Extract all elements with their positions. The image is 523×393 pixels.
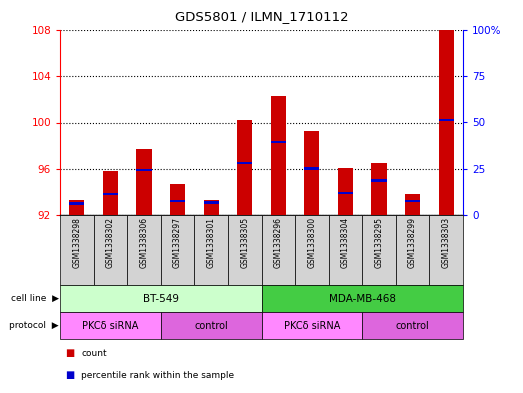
Bar <box>438 119 453 121</box>
Bar <box>371 163 386 215</box>
Bar <box>362 312 463 339</box>
Bar <box>170 200 185 202</box>
Text: GSM1338295: GSM1338295 <box>374 217 383 268</box>
Text: ■: ■ <box>65 349 75 358</box>
Bar <box>103 193 118 195</box>
Text: GSM1338297: GSM1338297 <box>173 217 182 268</box>
Bar <box>304 130 320 215</box>
Text: PKCδ siRNA: PKCδ siRNA <box>82 321 139 331</box>
Text: control: control <box>395 321 429 331</box>
Bar <box>70 200 85 215</box>
Text: GSM1338304: GSM1338304 <box>341 217 350 268</box>
Bar <box>262 312 362 339</box>
Bar <box>161 215 195 285</box>
Bar <box>60 312 161 339</box>
Text: GSM1338302: GSM1338302 <box>106 217 115 268</box>
Text: control: control <box>194 321 228 331</box>
Bar <box>328 215 362 285</box>
Bar <box>295 215 328 285</box>
Text: GSM1338298: GSM1338298 <box>72 217 82 268</box>
Bar <box>203 201 219 204</box>
Bar <box>170 184 185 215</box>
Text: GSM1338296: GSM1338296 <box>274 217 283 268</box>
Bar <box>338 192 353 194</box>
Bar <box>396 215 429 285</box>
Bar <box>60 285 262 312</box>
Bar <box>371 179 386 182</box>
Bar <box>228 215 262 285</box>
Bar <box>338 167 353 215</box>
Text: GDS5801 / ILMN_1710112: GDS5801 / ILMN_1710112 <box>175 10 348 23</box>
Bar <box>405 200 420 202</box>
Text: cell line  ▶: cell line ▶ <box>11 294 59 303</box>
Text: PKCδ siRNA: PKCδ siRNA <box>283 321 340 331</box>
Bar <box>137 149 152 215</box>
Text: MDA-MB-468: MDA-MB-468 <box>328 294 396 303</box>
Bar <box>262 285 463 312</box>
Bar <box>137 169 152 171</box>
Bar <box>237 162 252 164</box>
Bar <box>70 202 85 205</box>
Bar <box>362 215 396 285</box>
Text: BT-549: BT-549 <box>143 294 179 303</box>
Bar <box>237 120 252 215</box>
Bar <box>103 171 118 215</box>
Text: ■: ■ <box>65 370 75 380</box>
Bar <box>271 96 286 215</box>
Text: GSM1338306: GSM1338306 <box>140 217 149 268</box>
Text: percentile rank within the sample: percentile rank within the sample <box>81 371 234 380</box>
Bar <box>203 200 219 215</box>
Bar <box>127 215 161 285</box>
Bar <box>304 167 320 170</box>
Bar <box>161 312 262 339</box>
Text: GSM1338299: GSM1338299 <box>408 217 417 268</box>
Bar <box>195 215 228 285</box>
Text: GSM1338305: GSM1338305 <box>240 217 249 268</box>
Bar <box>94 215 127 285</box>
Bar <box>262 215 295 285</box>
Bar <box>438 29 453 215</box>
Bar <box>405 194 420 215</box>
Bar <box>429 215 463 285</box>
Text: GSM1338301: GSM1338301 <box>207 217 215 268</box>
Bar <box>271 141 286 143</box>
Text: protocol  ▶: protocol ▶ <box>9 321 59 330</box>
Text: count: count <box>81 349 107 358</box>
Bar <box>60 215 94 285</box>
Text: GSM1338300: GSM1338300 <box>308 217 316 268</box>
Text: GSM1338303: GSM1338303 <box>441 217 451 268</box>
